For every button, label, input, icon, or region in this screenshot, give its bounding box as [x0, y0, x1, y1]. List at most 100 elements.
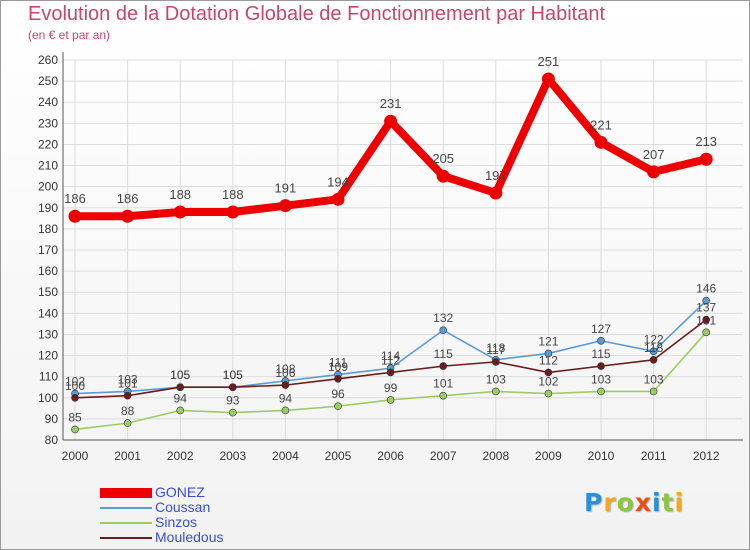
data-label-sinzos: 102: [538, 375, 558, 389]
logo-letter: r: [603, 488, 617, 517]
data-label-gonez: 188: [169, 187, 191, 202]
proxiti-logo: Proxiti: [584, 488, 684, 517]
y-tick-label: 160: [38, 264, 58, 278]
chart-subtitle: (en € et par an): [28, 28, 111, 42]
data-label-gonez: 251: [538, 54, 560, 69]
data-label-gonez: 231: [380, 96, 402, 111]
data-point-coussan: [544, 349, 553, 358]
axes: 8090100110120130140150160170180190200210…: [38, 52, 743, 463]
data-label-sinzos: 103: [591, 372, 611, 386]
data-point-mouledous: [439, 362, 448, 370]
data-point-gonez: [331, 192, 345, 206]
y-tick-label: 140: [38, 306, 58, 320]
y-tick-label: 220: [38, 137, 58, 151]
y-tick-label: 190: [38, 201, 58, 215]
data-label-mouledous: 115: [434, 347, 453, 361]
data-point-sinzos: [281, 406, 290, 415]
data-point-sinzos: [229, 408, 237, 417]
data-label-gonez: 213: [695, 134, 717, 149]
y-tick-label: 250: [38, 74, 58, 88]
y-tick-label: 240: [38, 95, 58, 109]
x-tick-label: 2009: [535, 449, 562, 463]
data-label-coussan: 132: [433, 311, 453, 325]
data-label-gonez: 207: [643, 147, 665, 162]
y-tick-label: 210: [38, 159, 58, 173]
data-label-sinzos: 85: [68, 410, 82, 424]
data-label-sinzos: 103: [644, 372, 664, 386]
data-label-gonez: 191: [275, 181, 297, 196]
data-point-gonez: [278, 199, 292, 213]
data-label-sinzos: 103: [486, 372, 506, 386]
data-label-coussan: 114: [381, 349, 400, 363]
data-point-gonez: [541, 72, 555, 86]
y-tick-label: 100: [38, 391, 58, 405]
data-point-sinzos: [123, 419, 132, 427]
y-tick-label: 150: [38, 285, 58, 299]
data-label-coussan: 105: [170, 368, 190, 382]
data-point-mouledous: [649, 355, 658, 364]
data-point-mouledous: [544, 368, 553, 377]
data-point-sinzos: [439, 391, 448, 400]
legend-swatch-mouledous: [100, 537, 152, 539]
logo-letter: t: [661, 488, 675, 517]
series-gonez: 186 186 188 188 191 194 231 205 197 251 221 207 213: [64, 54, 717, 223]
data-label-coussan: 108: [275, 362, 295, 376]
data-point-mouledous: [281, 381, 290, 389]
data-point-coussan: [702, 296, 711, 305]
data-label-coussan: 111: [329, 356, 348, 370]
data-point-coussan: [439, 326, 448, 335]
data-point-gonez: [173, 205, 187, 219]
data-label-mouledous: 112: [381, 353, 400, 367]
x-tick-label: 2007: [430, 449, 457, 463]
logo-letter: i: [674, 488, 685, 517]
data-point-gonez: [384, 114, 398, 128]
grid-lines: [63, 59, 743, 441]
logo-letter: o: [616, 488, 635, 517]
data-label-mouledous: 117: [486, 343, 505, 357]
x-tick-label: 2010: [588, 449, 615, 463]
x-tick-label: 2001: [114, 449, 141, 463]
data-point-sinzos: [176, 406, 184, 415]
x-tick-label: 2000: [62, 449, 89, 463]
data-point-mouledous: [176, 383, 184, 392]
data-label-sinzos: 93: [226, 394, 240, 408]
y-tick-label: 200: [38, 180, 58, 194]
data-label-sinzos: 94: [174, 391, 188, 405]
data-label-sinzos: 88: [121, 404, 135, 418]
data-point-mouledous: [229, 383, 237, 392]
legend-label-coussan: Coussan: [155, 499, 211, 515]
data-label-gonez: 197: [485, 168, 507, 183]
y-tick-label: 120: [38, 349, 58, 363]
data-point-gonez: [647, 165, 661, 179]
data-point-gonez: [121, 209, 135, 223]
x-tick-label: 2008: [482, 449, 509, 463]
data-point-sinzos: [544, 389, 553, 398]
x-tick-label: 2002: [167, 449, 194, 463]
y-tick-label: 130: [38, 327, 58, 341]
data-label-gonez: 186: [64, 191, 86, 206]
data-label-mouledous: 105: [170, 368, 190, 382]
data-label-mouledous: 106: [275, 366, 295, 380]
data-label-mouledous: 115: [591, 347, 610, 361]
y-tick-label: 260: [38, 53, 58, 67]
data-label-coussan: 122: [644, 332, 664, 346]
legend-swatch-sinzos: [100, 522, 152, 524]
data-point-gonez: [436, 169, 450, 183]
x-tick-label: 2006: [377, 449, 404, 463]
logo-letter: x: [634, 488, 652, 517]
data-point-gonez: [699, 152, 713, 166]
data-label-gonez: 186: [117, 191, 139, 206]
data-point-gonez: [68, 209, 82, 223]
data-label-mouledous: 109: [328, 360, 348, 374]
x-tick-label: 2012: [693, 449, 720, 463]
data-label-sinzos: 99: [384, 381, 398, 395]
data-point-mouledous: [597, 362, 605, 370]
data-point-sinzos: [71, 425, 79, 434]
logo-letter: P: [584, 488, 604, 517]
data-label-gonez: 205: [432, 151, 454, 166]
y-tick-label: 180: [38, 222, 58, 236]
data-label-coussan: 105: [223, 368, 243, 382]
y-tick-label: 110: [39, 370, 58, 384]
